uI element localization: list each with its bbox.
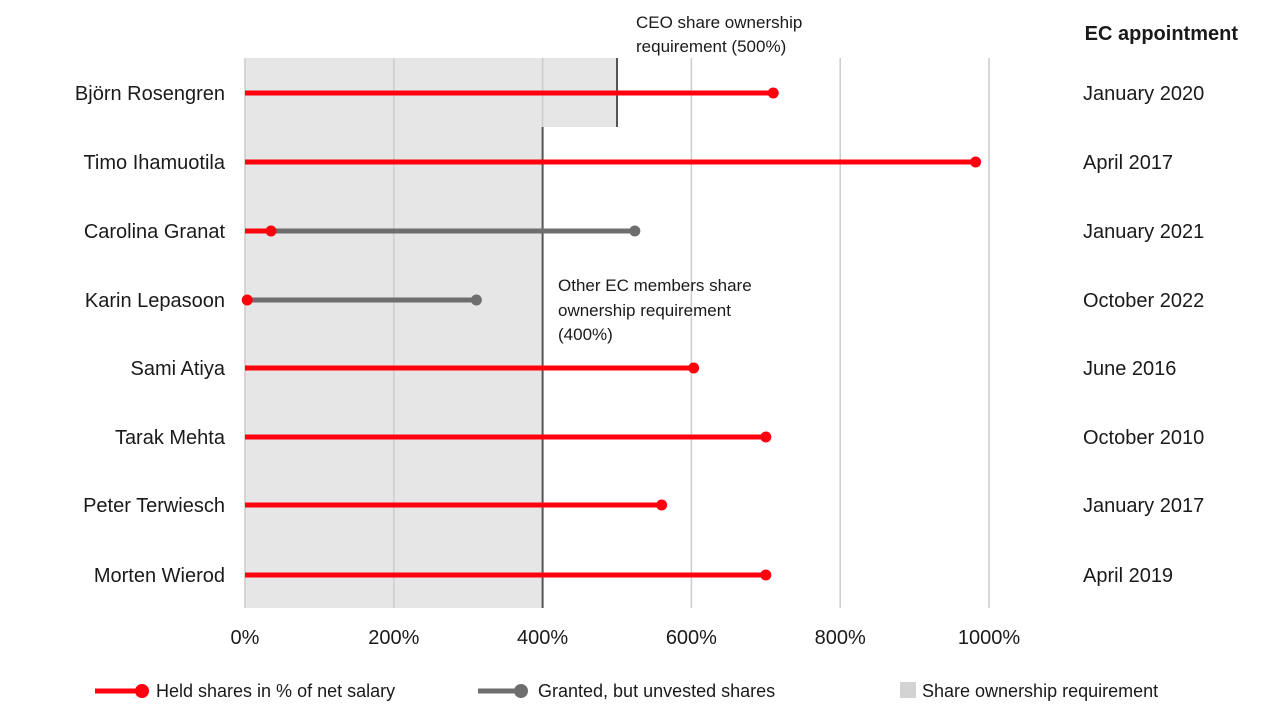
- held-marker: [688, 362, 700, 374]
- row-name: Carolina Granat: [84, 221, 226, 243]
- series: [241, 87, 982, 581]
- other-requirement-annotation-line2: ownership requirement: [558, 301, 731, 320]
- legend: Held shares in % of net salary Granted, …: [95, 681, 1158, 701]
- ceo-requirement-annotation-line2: requirement (500%): [636, 37, 786, 56]
- x-tick-label: 600%: [666, 627, 717, 649]
- x-tick-labels: 0% 200% 400% 600% 800% 1000%: [231, 627, 1021, 649]
- held-marker: [760, 431, 772, 443]
- row-name: Björn Rosengren: [75, 83, 225, 105]
- row-name: Sami Atiya: [131, 358, 226, 380]
- granted-marker: [629, 225, 641, 237]
- row-name: Karin Lepasoon: [85, 290, 225, 312]
- other-requirement-annotation-line1: Other EC members share: [558, 276, 752, 295]
- x-tick-label: 200%: [368, 627, 419, 649]
- held-marker: [656, 499, 668, 511]
- row-name: Peter Terwiesch: [83, 495, 225, 517]
- appointment-date: January 2017: [1083, 495, 1204, 517]
- appointment-date: January 2020: [1083, 83, 1204, 105]
- legend-held-label: Held shares in % of net salary: [156, 681, 395, 701]
- legend-held-marker: [135, 684, 149, 698]
- held-marker: [767, 87, 779, 99]
- granted-marker: [470, 294, 482, 306]
- x-tick-label: 400%: [517, 627, 568, 649]
- row-name: Morten Wierod: [94, 565, 225, 587]
- other-requirement-annotation-line3: (400%): [558, 325, 613, 344]
- row-names: Björn Rosengren Timo Ihamuotila Carolina G…: [75, 83, 226, 587]
- x-tick-label: 0%: [231, 627, 260, 649]
- ceo-requirement-annotation-line1: CEO share ownership: [636, 13, 802, 32]
- legend-requirement-label: Share ownership requirement: [922, 681, 1158, 701]
- held-marker: [265, 225, 277, 237]
- ec-appointment-header: EC appointment: [1085, 23, 1239, 45]
- row-name: Tarak Mehta: [115, 427, 226, 449]
- appointment-date: April 2019: [1083, 565, 1173, 587]
- appointment-date: April 2017: [1083, 152, 1173, 174]
- held-marker: [970, 156, 982, 168]
- held-marker: [760, 569, 772, 581]
- appointment-date: June 2016: [1083, 358, 1176, 380]
- held-marker: [241, 294, 253, 306]
- appointment-date: October 2022: [1083, 290, 1204, 312]
- x-tick-label: 1000%: [958, 627, 1020, 649]
- x-tick-label: 800%: [815, 627, 866, 649]
- legend-requirement-swatch: [900, 682, 916, 698]
- legend-granted-label: Granted, but unvested shares: [538, 681, 775, 701]
- appointment-date: January 2021: [1083, 221, 1204, 243]
- legend-granted-marker: [514, 684, 528, 698]
- appointment-date: October 2010: [1083, 427, 1204, 449]
- row-name: Timo Ihamuotila: [83, 152, 225, 174]
- appointment-dates: January 2020 April 2017 January 2021 Octobe…: [1083, 83, 1204, 587]
